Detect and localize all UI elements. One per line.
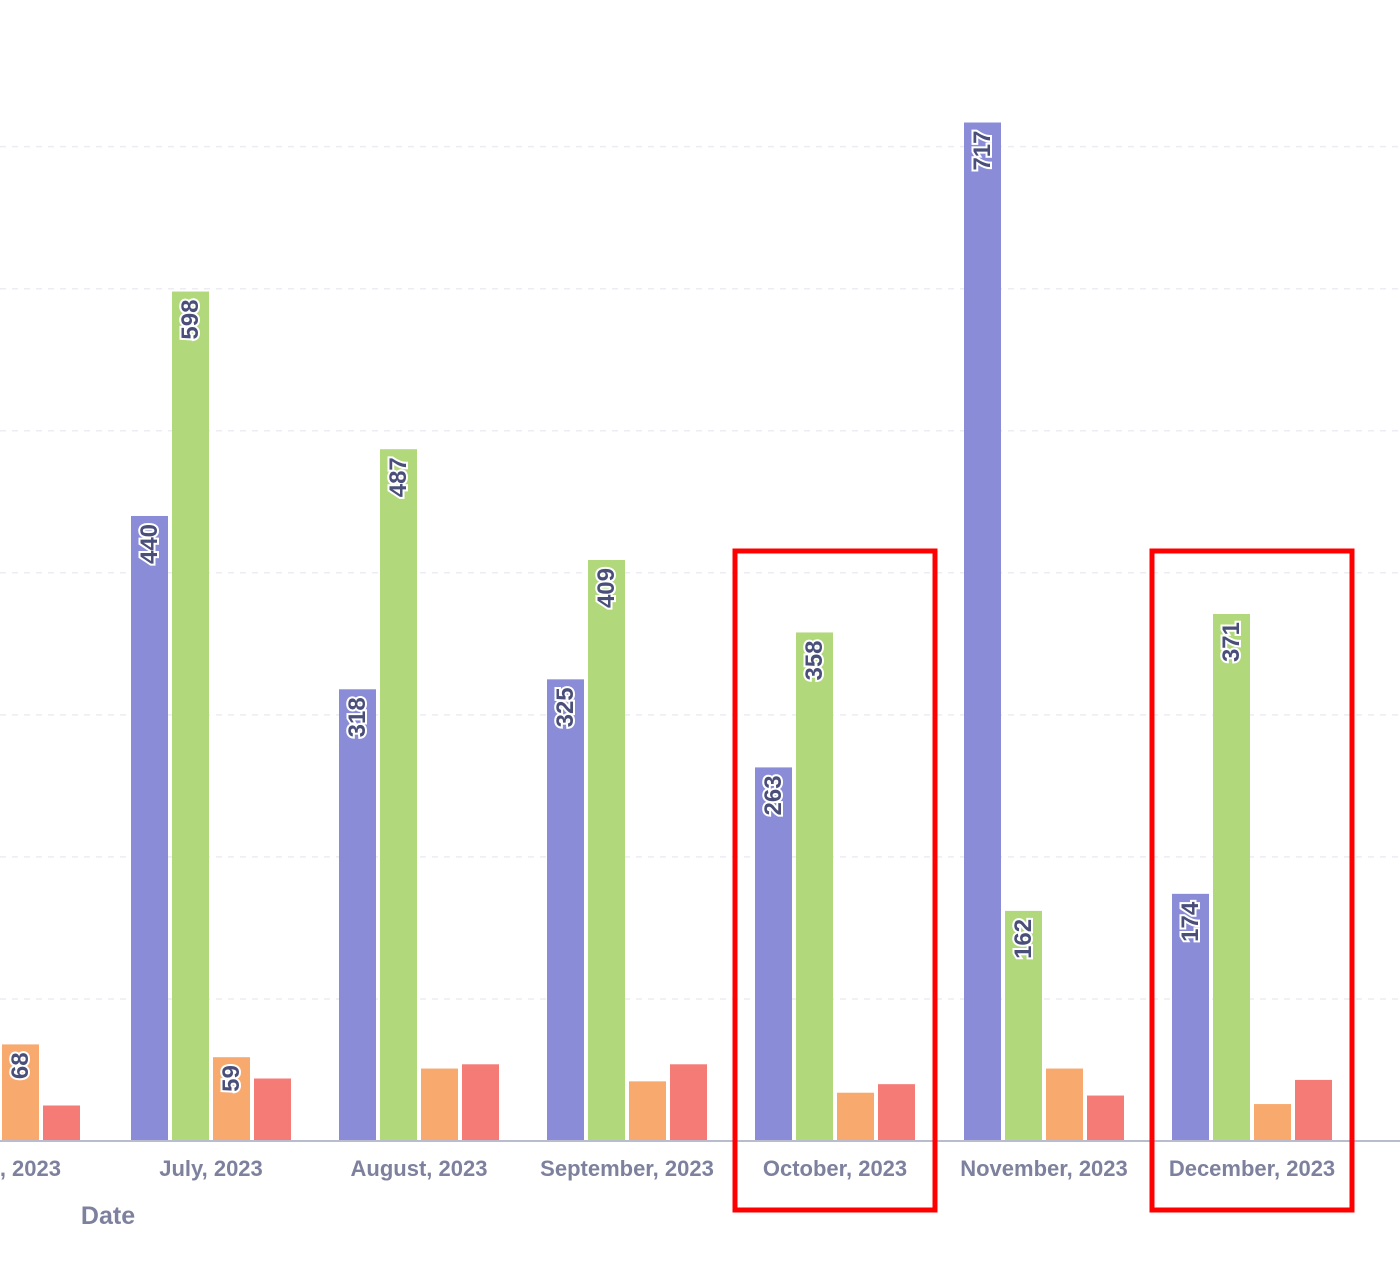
bar-label-6-1: 371: [1218, 622, 1245, 662]
bar-3-3: [670, 1064, 707, 1141]
bar-3-1: [588, 560, 625, 1141]
x-axis-title: Date: [81, 1202, 135, 1230]
grid-lines: [0, 145, 1400, 1000]
bar-6-1: [1213, 613, 1250, 1141]
bar-2-3: [462, 1064, 499, 1141]
bar-4-0: [755, 767, 792, 1141]
bar-label-5-0: 717: [969, 131, 996, 171]
x-tick-label-0: , 2023: [0, 1156, 61, 1181]
highlight-box-0: [732, 548, 938, 1213]
bar-label-0-2: 68: [7, 1052, 34, 1079]
bar-1-3: [254, 1078, 291, 1141]
bar-4-1: [796, 632, 833, 1141]
bars: [2, 122, 1332, 1141]
bar-2-1: [380, 449, 417, 1141]
bar-0-2: [2, 1044, 39, 1141]
bar-labels: 68 440 598 59 318 487 325 409 263 358 717 162 174 371: [5, 129, 1247, 1094]
x-tick-label-2: August, 2023: [351, 1156, 488, 1181]
bar-5-1: [1005, 910, 1042, 1141]
bar-5-0: [964, 122, 1001, 1141]
x-tick-label-3: September, 2023: [540, 1156, 714, 1181]
bar-label-4-1: 358: [801, 640, 828, 680]
bar-3-2: [629, 1081, 666, 1141]
bar-2-2: [421, 1068, 458, 1141]
bar-1-0: [131, 515, 168, 1141]
bar-label-1-2: 59: [218, 1065, 245, 1092]
bar-label-3-1: 409: [593, 568, 620, 608]
bar-5-2: [1046, 1068, 1083, 1141]
bar-label-1-0: 440: [136, 524, 163, 564]
bar-label-5-1: 162: [1010, 919, 1037, 959]
x-tick-label-5: November, 2023: [960, 1156, 1128, 1181]
bar-label-1-1: 598: [177, 300, 204, 340]
bar-label-2-1: 487: [385, 457, 412, 497]
x-axis-ticks: , 2023 July, 2023 August, 2023 September, 2…: [0, 1156, 1335, 1181]
bar-1-2: [213, 1057, 250, 1141]
bar-4-2: [837, 1092, 874, 1141]
highlight-box-1: [1149, 548, 1355, 1213]
x-tick-label-1: July, 2023: [159, 1156, 263, 1181]
bar-6-2: [1254, 1104, 1291, 1141]
bar-label-4-0: 263: [760, 775, 787, 815]
bar-0-3: [43, 1105, 80, 1141]
bar-4-3: [878, 1084, 915, 1141]
bar-3-0: [547, 679, 584, 1141]
bar-5-3: [1087, 1095, 1124, 1141]
highlight-boxes: [732, 548, 1355, 1213]
bar-1-1: [172, 291, 209, 1141]
bar-label-2-0: 318: [344, 697, 371, 737]
bar-label-6-0: 174: [1177, 901, 1204, 942]
bar-6-0: [1172, 893, 1209, 1141]
bar-6-3: [1295, 1079, 1332, 1141]
bar-label-3-0: 325: [552, 687, 579, 727]
x-tick-label-6: December, 2023: [1169, 1156, 1335, 1181]
bar-2-0: [339, 689, 376, 1141]
x-tick-label-4: October, 2023: [763, 1156, 907, 1181]
